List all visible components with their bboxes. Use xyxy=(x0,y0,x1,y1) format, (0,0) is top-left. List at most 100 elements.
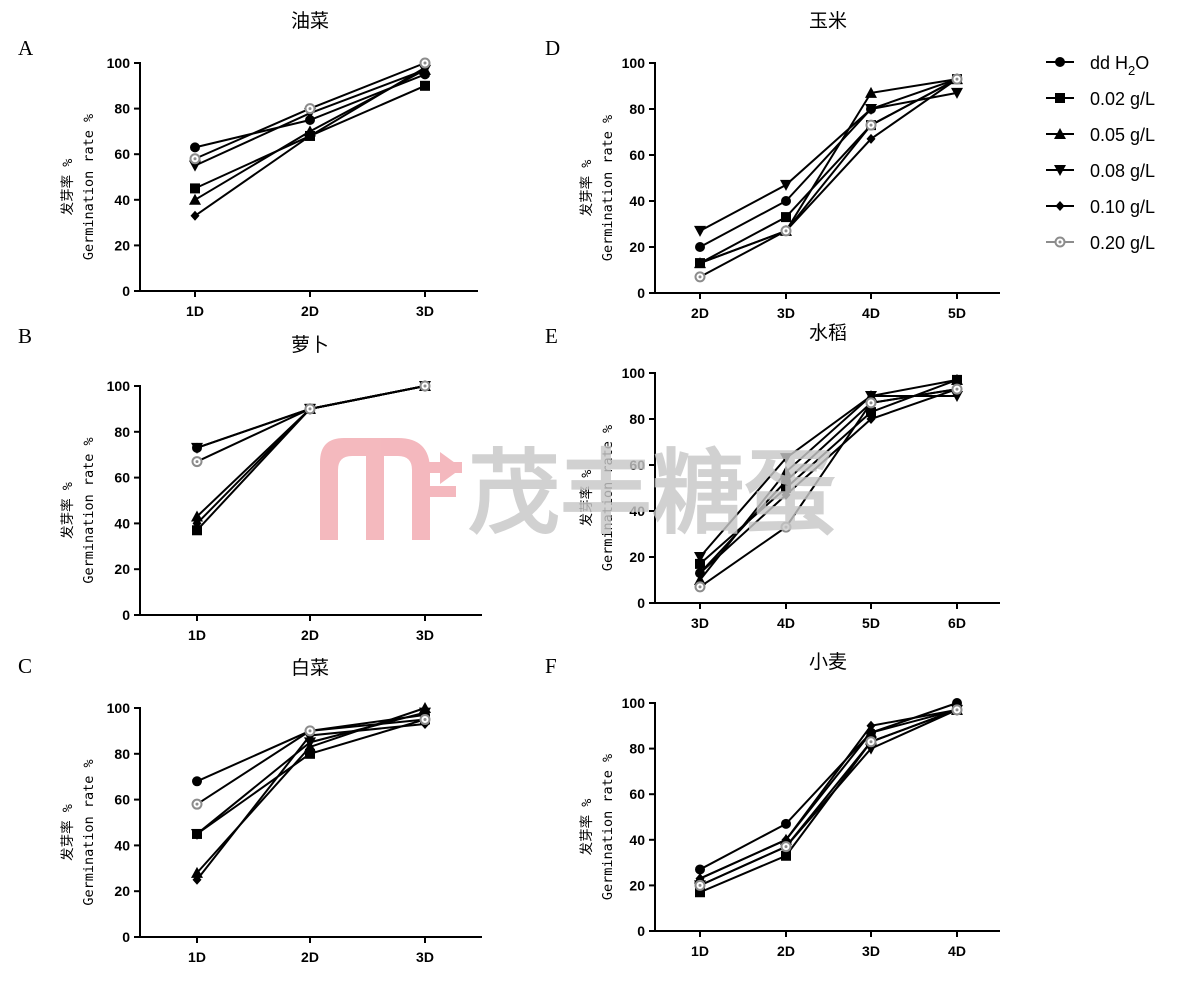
y-tick-label: 100 xyxy=(622,695,646,711)
data-point xyxy=(781,818,791,829)
data-point xyxy=(781,850,791,861)
data-point xyxy=(780,453,792,465)
legend-marker xyxy=(1054,165,1066,176)
chart-panel-d: D 玉米 0 20 40 60 80 100 2D 3D 4D 5D 发芽率 % Germination … xyxy=(545,10,1000,321)
x-tick-label: 1D xyxy=(188,627,206,643)
legend-item: 0.02 g/L xyxy=(1046,89,1155,109)
y-tick-label: 40 xyxy=(114,515,130,531)
y-tick-label: 100 xyxy=(622,55,646,71)
y-tick-label: 60 xyxy=(629,147,645,163)
y-tick-label: 60 xyxy=(114,470,130,486)
series-markers xyxy=(694,698,963,898)
data-point xyxy=(951,87,963,99)
y-axis-title-cn: 发芽率 % xyxy=(59,804,76,861)
y-tick-label: 20 xyxy=(114,561,130,577)
watermark-text: 茂丰糖蛋 xyxy=(468,440,836,547)
data-point xyxy=(304,737,316,749)
series-lines xyxy=(699,702,958,894)
y-tick-label: 20 xyxy=(629,239,645,255)
y-tick-label: 100 xyxy=(107,55,131,71)
data-point xyxy=(305,115,315,125)
watermark: 茂丰糖蛋 xyxy=(320,438,836,547)
legend-item: 0.05 g/L xyxy=(1046,125,1155,145)
legend-label: 0.08 g/L xyxy=(1090,161,1155,181)
legend-marker xyxy=(1054,236,1066,248)
data-point xyxy=(694,581,706,593)
x-tick-label: 2D xyxy=(691,305,709,321)
panel-letter: A xyxy=(18,36,34,60)
y-tick-label: 40 xyxy=(629,193,645,209)
data-point xyxy=(865,736,877,748)
y-tick-label: 100 xyxy=(107,378,131,394)
chart-panel-f: F 小麦 0 20 40 60 80 100 1D 2D 3D 4D 发芽率 % Germination … xyxy=(545,651,1000,959)
data-point xyxy=(191,828,203,840)
series-markers xyxy=(189,57,431,221)
data-point xyxy=(951,373,963,385)
legend-marker xyxy=(1055,93,1065,103)
x-tick-label: 2D xyxy=(301,627,319,643)
series-line xyxy=(699,388,958,574)
x-tick-label: 2D xyxy=(777,943,795,959)
y-axis-title-cn: 发芽率 % xyxy=(578,160,595,217)
data-point xyxy=(191,510,203,522)
data-point xyxy=(305,748,315,759)
y-tick-label: 20 xyxy=(629,877,645,893)
data-point xyxy=(694,225,706,237)
x-tick-label: 4D xyxy=(862,305,880,321)
y-tick-label: 0 xyxy=(122,929,130,945)
y-tick-label: 60 xyxy=(114,146,130,162)
x-tick-label: 2D xyxy=(301,949,319,965)
y-tick-label: 0 xyxy=(637,285,645,301)
panel-letter: E xyxy=(545,324,558,348)
data-point xyxy=(865,104,877,115)
data-point xyxy=(780,841,792,853)
panel-letter: C xyxy=(18,654,32,678)
data-point xyxy=(781,489,791,500)
y-tick-label: 0 xyxy=(637,595,645,611)
chart-panel-a: A 油菜 0 20 40 60 80 100 1D 2D 3D 发芽率 % Germination ra… xyxy=(18,10,478,319)
y-tick-label: 20 xyxy=(629,549,645,565)
x-tick-label: 1D xyxy=(186,303,204,319)
series-line xyxy=(699,91,958,232)
data-point xyxy=(951,391,963,402)
legend-marker xyxy=(1054,128,1066,139)
series-lines xyxy=(699,78,958,278)
data-point xyxy=(781,483,791,493)
data-point xyxy=(781,212,791,223)
x-tick-label: 5D xyxy=(948,305,966,321)
data-point xyxy=(419,57,431,69)
legend: dd H2O 0.02 g/L 0.05 g/L 0.08 g/L 0.10 g/L 0.… xyxy=(1046,53,1155,253)
legend-item: 0.08 g/L xyxy=(1046,161,1155,181)
data-point xyxy=(305,130,315,141)
data-point xyxy=(695,242,705,252)
data-point xyxy=(304,103,316,115)
y-tick-label: 60 xyxy=(629,786,645,802)
series-markers xyxy=(191,380,431,536)
data-point xyxy=(190,210,200,221)
data-point xyxy=(866,720,876,731)
data-point xyxy=(304,403,316,415)
data-point xyxy=(419,380,431,392)
data-point xyxy=(781,196,791,206)
y-tick-label: 100 xyxy=(622,365,646,381)
data-point xyxy=(192,525,202,536)
data-point xyxy=(865,397,877,409)
series-line xyxy=(699,388,958,588)
data-point xyxy=(192,776,202,787)
y-tick-label: 0 xyxy=(122,283,130,299)
data-point xyxy=(865,119,877,131)
chart-panels: A 油菜 0 20 40 60 80 100 1D 2D 3D 发芽率 % Germination ra… xyxy=(18,10,1000,965)
y-axis-title-en: Germination rate % xyxy=(81,759,97,905)
x-tick-label: 3D xyxy=(416,949,434,965)
y-tick-label: 60 xyxy=(629,457,645,473)
legend-label: 0.10 g/L xyxy=(1090,197,1155,217)
panel-letter: F xyxy=(545,654,557,678)
x-tick-label: 3D xyxy=(777,305,795,321)
data-point xyxy=(866,133,876,144)
y-axis-title-cn: 发芽率 % xyxy=(59,159,76,216)
y-tick-label: 60 xyxy=(114,792,130,808)
data-point xyxy=(419,707,431,719)
series-line xyxy=(699,378,958,581)
y-axis-title-cn: 发芽率 % xyxy=(578,470,595,527)
